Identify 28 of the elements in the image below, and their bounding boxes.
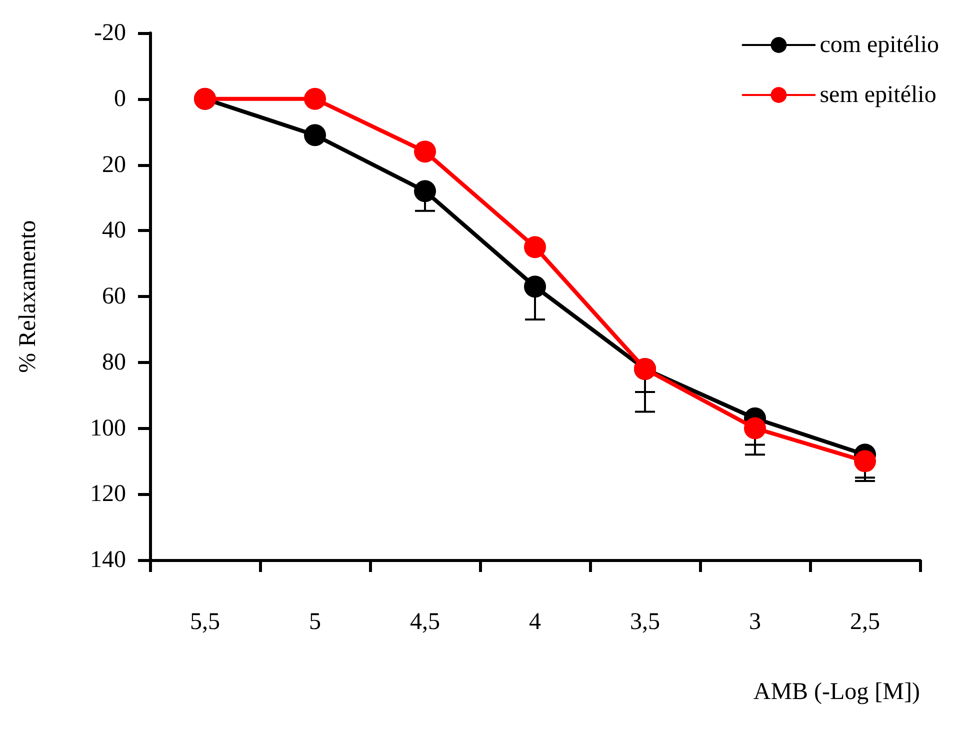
x-tick-label: 2,5 xyxy=(850,609,880,635)
y-tick-label: 0 xyxy=(114,86,126,112)
point xyxy=(744,417,766,440)
point xyxy=(524,276,546,298)
point xyxy=(304,124,326,146)
point xyxy=(414,140,436,163)
y-tick-label: -20 xyxy=(94,20,126,46)
y-tick-label: 80 xyxy=(102,349,126,376)
y-tick-label: 60 xyxy=(102,284,126,310)
y-tick-label: 120 xyxy=(90,481,126,508)
y-tick-label: 40 xyxy=(102,218,126,244)
x-tick-label: 3 xyxy=(749,609,761,635)
y-tick-label: 20 xyxy=(102,152,126,178)
legend-label: com epitélio xyxy=(820,32,939,58)
x-tick-label: 4,5 xyxy=(410,609,440,635)
x-tick-label: 5 xyxy=(309,609,321,635)
point xyxy=(414,180,436,202)
y-tick-label: 140 xyxy=(90,547,126,573)
x-tick-label: 5,5 xyxy=(190,609,220,635)
x-axis-title: AMB (-Log [M]) xyxy=(753,679,920,705)
point xyxy=(304,88,326,110)
x-tick-label: 3,5 xyxy=(630,609,660,635)
point xyxy=(524,236,546,258)
y-axis-title: % Relaxamento xyxy=(15,220,41,373)
y-tick-label: 100 xyxy=(90,415,126,442)
legend-label: sem epitélio xyxy=(820,82,936,108)
point xyxy=(854,450,876,472)
x-tick-label: 4 xyxy=(529,609,541,635)
